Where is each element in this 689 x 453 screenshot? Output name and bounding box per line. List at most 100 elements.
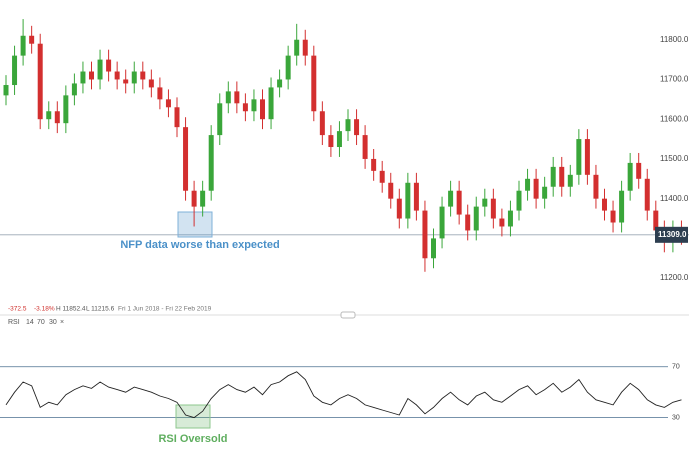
candle-body	[473, 206, 479, 231]
price-label-box	[655, 226, 688, 243]
candle-body	[234, 91, 240, 104]
y-tick-label: 11800.0	[660, 35, 689, 44]
candle-body	[319, 111, 325, 136]
candle-body	[29, 35, 35, 44]
highlight-box	[175, 404, 211, 429]
candle-body	[131, 71, 137, 84]
info-text: Fri 1 Jun 2018 - Fri 22 Feb 2019	[118, 306, 212, 313]
candle-body	[106, 59, 112, 72]
candle-body	[148, 79, 154, 88]
candle-body	[507, 210, 513, 227]
rsi-header: 70	[37, 319, 45, 326]
rsi-header: 30	[49, 319, 57, 326]
rsi-header: 14	[26, 319, 34, 326]
candle-body	[208, 135, 214, 191]
candle-body	[174, 107, 180, 128]
candle-body	[516, 190, 522, 211]
rsi-header: RSI	[8, 319, 20, 326]
candle-body	[567, 174, 573, 187]
candle-body	[422, 210, 428, 259]
candle-body	[448, 190, 454, 207]
candle-body	[610, 210, 616, 223]
candle-body	[80, 71, 86, 84]
candle-body	[576, 139, 582, 175]
candle-body	[542, 186, 548, 199]
candle-body	[183, 127, 189, 191]
candle-body	[525, 178, 531, 191]
candle-body	[165, 99, 171, 108]
candle-body	[405, 182, 411, 219]
candle-body	[268, 87, 274, 120]
y-tick-label: 11700.0	[660, 75, 689, 84]
candle-body	[123, 79, 129, 84]
candle-body	[191, 190, 197, 207]
candle-body	[379, 170, 385, 183]
candle-body	[97, 59, 103, 80]
candle-body	[242, 103, 248, 112]
candle-body	[200, 190, 206, 207]
candle-body	[431, 238, 436, 259]
candle-body	[336, 131, 342, 148]
y-tick-label: 11200.0	[660, 273, 689, 282]
candle-body	[396, 198, 402, 219]
candle-body	[619, 190, 625, 223]
candle-body	[217, 103, 223, 136]
candle-body	[12, 55, 18, 86]
candle-body	[345, 119, 351, 132]
candle-body	[482, 198, 488, 207]
candle-body	[294, 39, 300, 56]
candle-body	[71, 83, 77, 96]
info-text: L 11215.6	[86, 306, 115, 313]
candle-body	[653, 210, 659, 231]
candle-body	[627, 162, 633, 191]
candle-body	[89, 71, 94, 80]
rsi-line	[5, 371, 682, 419]
candle-body	[490, 198, 496, 219]
candle-body	[636, 162, 642, 179]
candle-body	[499, 218, 505, 227]
info-text: -3.18%	[34, 306, 55, 313]
candle-body	[63, 95, 69, 124]
candle-body	[439, 206, 445, 239]
rsi-annotation: RSI Oversold	[158, 433, 227, 445]
candle-body	[285, 55, 291, 80]
candle-body	[413, 182, 419, 211]
highlight-box	[177, 211, 213, 238]
candle-body	[114, 71, 120, 80]
candle-body	[593, 174, 599, 199]
candle-body	[37, 43, 43, 120]
candle-body	[550, 166, 556, 187]
candle-body	[140, 71, 146, 80]
nfp-annotation: NFP data worse than expected	[120, 239, 279, 251]
candle-body	[225, 91, 231, 104]
candle-body	[260, 99, 265, 120]
candle-body	[388, 182, 394, 199]
candle-body	[3, 85, 9, 96]
candle-body	[46, 111, 52, 120]
y-tick-label: 11400.0	[660, 194, 689, 203]
y-tick-label: 11500.0	[660, 154, 689, 163]
resize-handle[interactable]	[340, 311, 356, 319]
info-text: -372.5	[8, 306, 27, 313]
candle-body	[362, 135, 368, 159]
candle-body	[251, 99, 257, 112]
candle-body	[20, 35, 26, 56]
info-text: H 11852.4	[56, 306, 86, 313]
candle-body	[456, 190, 462, 215]
y-tick-label: 30	[672, 414, 680, 421]
candle-body	[465, 214, 471, 231]
candle-body	[277, 79, 283, 88]
price-label: 11309.0	[658, 230, 687, 239]
candle-body	[54, 111, 60, 124]
candle-body	[354, 119, 360, 136]
candle-body	[602, 198, 607, 211]
candle-body	[559, 166, 565, 187]
candle-body	[644, 178, 650, 211]
candle-body	[311, 55, 317, 112]
candle-body	[157, 87, 163, 100]
candle-body	[584, 139, 590, 175]
candle-body	[302, 39, 308, 56]
candle-body	[533, 178, 539, 199]
rsi-header: ×	[60, 319, 64, 326]
